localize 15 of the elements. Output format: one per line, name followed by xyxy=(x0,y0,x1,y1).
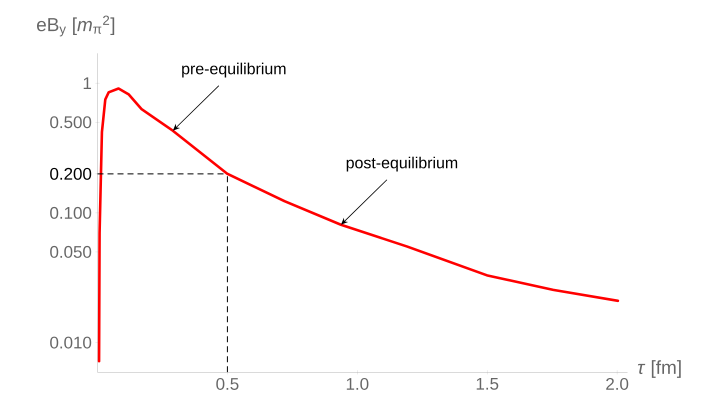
y-tick-label: 1 xyxy=(84,77,92,90)
x-tick-label: 0.5 xyxy=(216,378,238,390)
x-tick-label: 1.0 xyxy=(346,378,368,390)
y-tick-label: 0.010 xyxy=(50,336,92,349)
x-tick-label: 2.0 xyxy=(606,378,628,390)
y-tick-label: 0.100 xyxy=(50,206,92,219)
x-tick-label: 1.5 xyxy=(476,378,498,390)
x-axis-title: τ [fm] xyxy=(638,360,681,378)
y-tick-label: 0.050 xyxy=(50,246,92,258)
annotation: pre-equilibrium xyxy=(182,62,286,78)
y-tick-label: 0.200 xyxy=(50,168,92,180)
y-axis-title: eB$_{y}$ [m$_{π}$$^{2}$] xyxy=(37,16,114,36)
line-series xyxy=(98,87,620,362)
y-tick-label: 0.500 xyxy=(50,116,92,128)
annotation: post-equilibrium xyxy=(346,156,458,172)
